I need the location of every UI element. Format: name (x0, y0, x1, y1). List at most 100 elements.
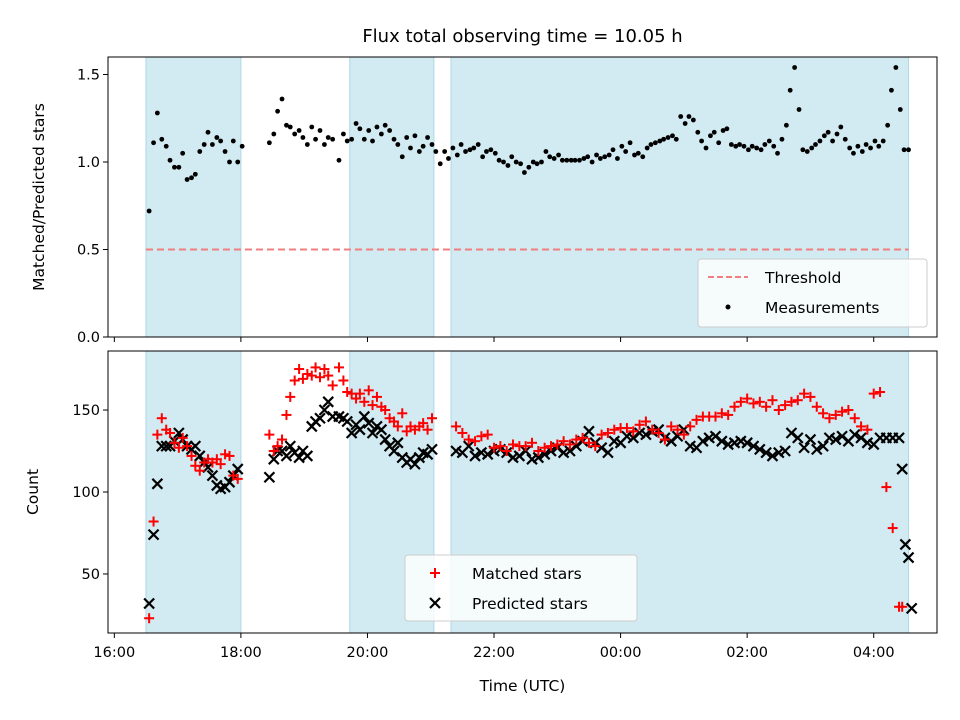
predicted-point (848, 428, 861, 441)
predicted-point-b (263, 471, 276, 484)
measurement-point (779, 136, 785, 142)
predicted-point-b (608, 435, 621, 447)
measurement-point (214, 135, 220, 140)
predicted-point (426, 443, 438, 456)
matched-point (748, 398, 759, 409)
measurement-point (275, 108, 280, 114)
measurement-point (505, 163, 511, 168)
predicted-point-b (538, 448, 551, 461)
matched-point (380, 405, 391, 416)
measurement-point (176, 164, 182, 170)
predicted-point (301, 450, 314, 462)
predicted-point-b (817, 440, 829, 452)
measurement-point (395, 142, 401, 147)
measurement-point (458, 142, 464, 147)
matched-point (306, 370, 317, 381)
measurement-point (577, 157, 582, 163)
predicted-point (810, 443, 823, 456)
predicted-point-b (362, 417, 375, 429)
measurement-point (266, 140, 272, 146)
measurement-point (437, 161, 443, 167)
matched-point (156, 413, 167, 424)
matched-point (264, 429, 275, 440)
predicted-point (362, 417, 375, 429)
predicted-point-b (189, 440, 202, 452)
legend-threshold-label: Threshold (764, 269, 841, 287)
measurement-point (530, 159, 536, 165)
predicted-point-b (785, 427, 798, 439)
predicted-point-b (902, 551, 915, 564)
matched-point (342, 386, 353, 397)
predicted-point (156, 440, 168, 452)
measurement-point (678, 114, 684, 119)
predicted-point-b (354, 423, 366, 436)
matched-point (526, 437, 537, 448)
predicted-point (469, 450, 481, 462)
bottom-ytick-label-0: 50 (82, 567, 100, 583)
predicted-point (896, 463, 908, 475)
predicted-point-b (469, 450, 481, 462)
matched-point (729, 401, 740, 412)
predicted-point-b (341, 415, 353, 428)
matched-point (602, 427, 613, 438)
predicted-point-b (231, 463, 244, 475)
measurement-point (184, 177, 190, 182)
measurement-point (876, 143, 882, 149)
measurement-point (632, 152, 637, 158)
measurement-point (834, 131, 840, 137)
matched-point (843, 405, 854, 416)
predicted-point (314, 412, 326, 424)
bottom-legend: Matched stars Predicted stars (404, 554, 638, 622)
measurement-point (442, 149, 448, 154)
matched-point (224, 450, 235, 461)
x-tick-label-4: 00:00 (600, 645, 642, 661)
measurement-point (361, 136, 367, 142)
measurement-point (480, 154, 486, 160)
predicted-point (263, 471, 276, 484)
measurement-point (585, 154, 591, 160)
measurement-point (830, 138, 835, 144)
measurement-point (648, 142, 654, 147)
predicted-point-b (462, 440, 475, 452)
matched-point (754, 396, 765, 407)
measurement-point (296, 128, 302, 133)
matched-point (508, 439, 519, 450)
measurement-point (572, 157, 578, 163)
matched-point (272, 441, 283, 452)
matched-point (773, 405, 784, 416)
legend-predicted-label: Predicted stars (472, 595, 588, 613)
measurement-point (703, 145, 709, 151)
predicted-point-b (823, 432, 836, 444)
matched-point (849, 413, 860, 424)
predicted-point-b (173, 427, 185, 439)
predicted-point (754, 443, 766, 456)
predicted-point (392, 437, 404, 449)
top-plot-frame (107, 56, 938, 338)
matched-point (609, 424, 620, 435)
matched-point (558, 436, 569, 447)
predicted-point-b (735, 435, 747, 447)
matched-point (359, 396, 370, 407)
predicted-point-b (280, 450, 293, 462)
predicted-point-b (193, 450, 206, 462)
predicted-point (284, 440, 297, 452)
legend-plus-marker (430, 568, 440, 578)
matched-point (482, 429, 493, 440)
measurement-point (766, 138, 772, 144)
measurement-point (838, 124, 844, 130)
measurement-point (496, 157, 502, 163)
measurement-point (720, 128, 726, 133)
measurement-point (382, 122, 388, 128)
measurement-point (292, 131, 298, 137)
measurement-point (741, 143, 747, 149)
measurement-point (901, 147, 907, 153)
predicted-point-b (792, 432, 804, 444)
predicted-point-b (905, 602, 918, 615)
measurement-point (708, 133, 713, 139)
predicted-point-b (318, 404, 331, 416)
measurement-point (408, 145, 413, 151)
measurement-point (488, 147, 494, 153)
measurement-point (239, 143, 245, 149)
measurement-point (589, 159, 595, 165)
predicted-point (766, 450, 779, 462)
